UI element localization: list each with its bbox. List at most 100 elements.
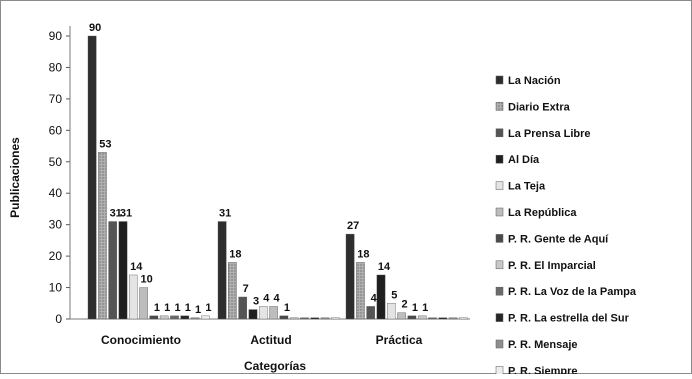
legend-entry: P. R. La Voz de la Pampa: [508, 286, 637, 298]
x-axis-title: Categorías: [244, 359, 306, 373]
legend-entry: P. R. El Imparcial: [508, 260, 596, 272]
legend-entry: La República: [508, 207, 577, 219]
bar-2-7: [417, 315, 427, 320]
y-tick-label: 50: [49, 155, 63, 169]
data-label: 1: [284, 302, 290, 314]
legend-swatch: [495, 234, 504, 243]
bar-2-8: [428, 317, 437, 320]
bar-0-11: [201, 315, 210, 320]
bar-2-11: [459, 317, 468, 320]
y-tick-label: 10: [49, 281, 63, 295]
y-axis-title: Publicaciones: [8, 137, 22, 218]
x-category-label: Actitud: [250, 333, 291, 347]
legend-entry: P. R. Gente de Aquí: [508, 233, 609, 245]
bar-1-4: [259, 306, 268, 320]
data-label: 18: [357, 248, 369, 260]
data-label: 1: [154, 302, 160, 314]
data-label: 3: [253, 296, 259, 308]
legend-swatch: [495, 75, 504, 85]
bar-1-11: [331, 317, 340, 320]
bar-2-6: [407, 315, 417, 320]
x-category-label: Conocimiento: [101, 333, 181, 347]
legend-entry: Al Día: [508, 154, 540, 166]
y-tick-label: 30: [49, 218, 63, 232]
bar-2-1: [356, 262, 365, 320]
bar-1-3: [248, 309, 258, 320]
bar-2-0: [345, 233, 355, 320]
data-label: 18: [229, 248, 241, 260]
bar-1-8: [300, 317, 309, 320]
bar-0-1: [98, 152, 107, 320]
bar-1-10: [320, 317, 330, 320]
bar-0-8: [170, 315, 179, 320]
data-label: 1: [422, 302, 428, 314]
legend-entry: Diario Extra: [508, 101, 571, 113]
data-label: 53: [99, 138, 111, 150]
bar-0-7: [159, 315, 169, 320]
data-label: 7: [243, 283, 249, 295]
bar-2-3: [376, 274, 386, 320]
data-label: 5: [391, 289, 397, 301]
legend-swatch: [495, 313, 504, 322]
bar-2-4: [387, 303, 396, 320]
bar-0-3: [118, 221, 128, 320]
legend-swatch: [495, 260, 504, 270]
data-label: 4: [371, 292, 378, 304]
y-tick-label: 20: [49, 249, 63, 263]
bar-1-5: [269, 306, 278, 320]
data-label: 1: [195, 304, 201, 316]
legend-swatch: [495, 286, 504, 296]
bar-0-0: [87, 35, 97, 320]
bar-1-9: [310, 317, 320, 320]
data-label: 10: [140, 274, 152, 286]
data-label: 4: [263, 292, 270, 304]
bar-2-2: [366, 306, 376, 320]
legend-entry: P. R. Mensaje: [508, 339, 578, 351]
bar-2-5: [397, 312, 406, 320]
data-label: 2: [402, 299, 408, 311]
data-label: 1: [185, 302, 191, 314]
bar-1-7: [289, 317, 299, 320]
data-label: 1: [174, 302, 180, 314]
legend-entry: La Teja: [508, 181, 546, 193]
data-label: 14: [378, 261, 391, 273]
bar-0-4: [128, 274, 138, 320]
y-tick-label: 40: [49, 186, 63, 200]
legend-swatch: [495, 102, 504, 111]
y-tick-label: 90: [49, 29, 63, 43]
legend-swatch: [495, 181, 504, 190]
data-label: 1: [412, 302, 418, 314]
legend-swatch: [495, 207, 504, 217]
bar-1-2: [238, 296, 248, 320]
legend-entry: P. R. Siempre: [508, 365, 578, 374]
bar-2-9: [438, 317, 448, 320]
legend-swatch: [495, 366, 504, 375]
y-tick-label: 80: [49, 60, 63, 74]
legend-entry: La Prensa Libre: [508, 128, 591, 140]
bar-0-6: [149, 315, 159, 320]
data-label: 90: [89, 22, 101, 34]
data-label: 1: [205, 302, 211, 314]
data-label: 27: [347, 220, 359, 232]
bar-0-2: [108, 221, 117, 320]
legend-entry: La Nación: [508, 75, 561, 87]
bar-1-1: [228, 262, 237, 320]
legend-swatch: [495, 339, 504, 349]
bar-1-6: [279, 315, 289, 320]
legend-swatch: [495, 154, 504, 164]
data-label: 4: [274, 292, 281, 304]
y-tick-label: 0: [55, 312, 62, 326]
legend-swatch: [495, 128, 504, 138]
data-label: 1: [164, 302, 170, 314]
y-tick-label: 60: [49, 123, 63, 137]
bar-0-10: [190, 317, 200, 320]
x-category-label: Práctica: [376, 333, 423, 347]
data-label: 31: [110, 208, 122, 220]
bar-1-0: [217, 221, 227, 320]
data-label: 31: [219, 208, 231, 220]
y-tick-label: 70: [49, 92, 63, 106]
bar-2-10: [448, 317, 458, 320]
bar-0-9: [180, 315, 190, 320]
